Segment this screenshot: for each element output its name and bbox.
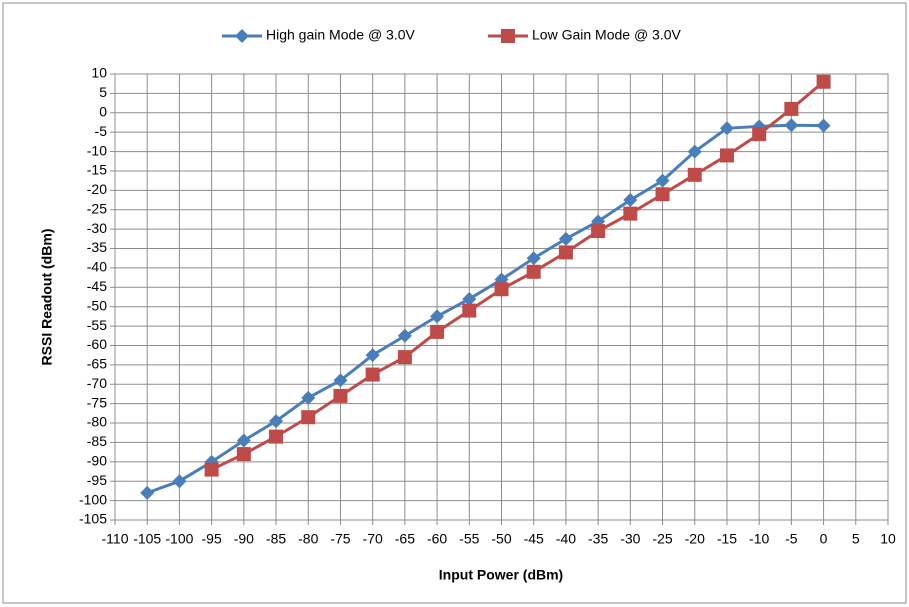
y-tick-label: -90 (87, 453, 107, 469)
marker (172, 474, 187, 489)
marker (397, 328, 412, 343)
marker (236, 447, 251, 462)
marker (365, 367, 380, 382)
y-tick-label: 10 (91, 65, 107, 81)
marker (526, 251, 541, 266)
y-tick-label: -65 (87, 356, 107, 372)
marker (687, 167, 702, 182)
y-tick-label: -100 (79, 491, 107, 507)
marker (301, 410, 316, 425)
x-tick-label: -20 (685, 531, 705, 547)
x-axis-label: Input Power (dBm) (439, 567, 563, 583)
x-tick-label: -45 (524, 531, 544, 547)
marker (623, 193, 638, 208)
x-tick-label: -85 (266, 531, 286, 547)
x-tick-label: -90 (234, 531, 254, 547)
marker (558, 231, 573, 246)
marker (236, 433, 251, 448)
x-tick-label: -100 (165, 531, 193, 547)
marker (655, 187, 670, 202)
marker (494, 282, 509, 297)
marker (365, 348, 380, 363)
x-tick-label: 0 (820, 531, 828, 547)
marker (269, 414, 284, 429)
y-tick-label: -30 (87, 220, 107, 236)
marker (501, 29, 515, 43)
x-tick-label: 5 (852, 531, 860, 547)
x-tick-label: -35 (588, 531, 608, 547)
y-tick-label: -75 (87, 394, 107, 410)
x-tick-label: -105 (133, 531, 161, 547)
marker (301, 390, 316, 405)
y-tick-label: -50 (87, 297, 107, 313)
legend-label: Low Gain Mode @ 3.0V (532, 27, 682, 43)
marker (719, 121, 734, 136)
y-tick-label: -80 (87, 414, 107, 430)
x-tick-label: -60 (427, 531, 447, 547)
marker (204, 462, 219, 477)
marker (235, 29, 249, 43)
y-tick-label: 0 (99, 103, 107, 119)
marker (816, 118, 831, 133)
marker (752, 127, 767, 142)
x-tick-label: -80 (298, 531, 318, 547)
y-tick-label: -15 (87, 162, 107, 178)
marker (784, 118, 799, 133)
marker (333, 373, 348, 388)
legend-label: High gain Mode @ 3.0V (266, 27, 416, 43)
x-tick-label: -15 (717, 531, 737, 547)
y-tick-label: -10 (87, 142, 107, 158)
y-tick-label: -25 (87, 200, 107, 216)
marker (558, 245, 573, 260)
y-tick-label: -20 (87, 181, 107, 197)
x-tick-label: -70 (363, 531, 383, 547)
y-tick-label: -40 (87, 259, 107, 275)
y-tick-label: -45 (87, 278, 107, 294)
x-tick-label: -65 (395, 531, 415, 547)
marker (816, 74, 831, 89)
x-tick-label: -50 (491, 531, 511, 547)
marker (687, 144, 702, 159)
x-tick-label: -55 (459, 531, 479, 547)
series-line (146, 123, 824, 495)
marker (269, 429, 284, 444)
marker (655, 173, 670, 188)
y-tick-label: -95 (87, 472, 107, 488)
marker (591, 224, 606, 239)
y-tick-label: -5 (95, 123, 108, 139)
marker (784, 101, 799, 116)
x-tick-label: -75 (330, 531, 350, 547)
marker (462, 303, 477, 318)
x-tick-label: -5 (785, 531, 798, 547)
x-tick-label: -95 (202, 531, 222, 547)
marker (430, 324, 445, 339)
x-tick-label: -110 (102, 531, 129, 547)
x-tick-label: -30 (620, 531, 640, 547)
marker (462, 291, 477, 306)
marker (623, 206, 638, 221)
x-tick-label: 10 (880, 531, 896, 547)
marker (333, 388, 348, 403)
y-tick-label: -60 (87, 336, 107, 352)
marker (719, 148, 734, 163)
y-tick-label: -105 (79, 511, 107, 527)
marker (430, 309, 445, 324)
y-tick-label: -35 (87, 239, 107, 255)
x-tick-label: -10 (749, 531, 769, 547)
y-tick-label: -55 (87, 317, 107, 333)
marker (140, 485, 155, 500)
x-tick-label: -25 (652, 531, 672, 547)
y-axis-label: RSSI Readout (dBm) (39, 229, 55, 366)
y-tick-label: -70 (87, 375, 107, 391)
y-tick-label: 5 (99, 84, 107, 100)
marker (526, 264, 541, 279)
marker (397, 350, 412, 365)
x-tick-label: -40 (556, 531, 576, 547)
y-tick-label: -85 (87, 433, 107, 449)
